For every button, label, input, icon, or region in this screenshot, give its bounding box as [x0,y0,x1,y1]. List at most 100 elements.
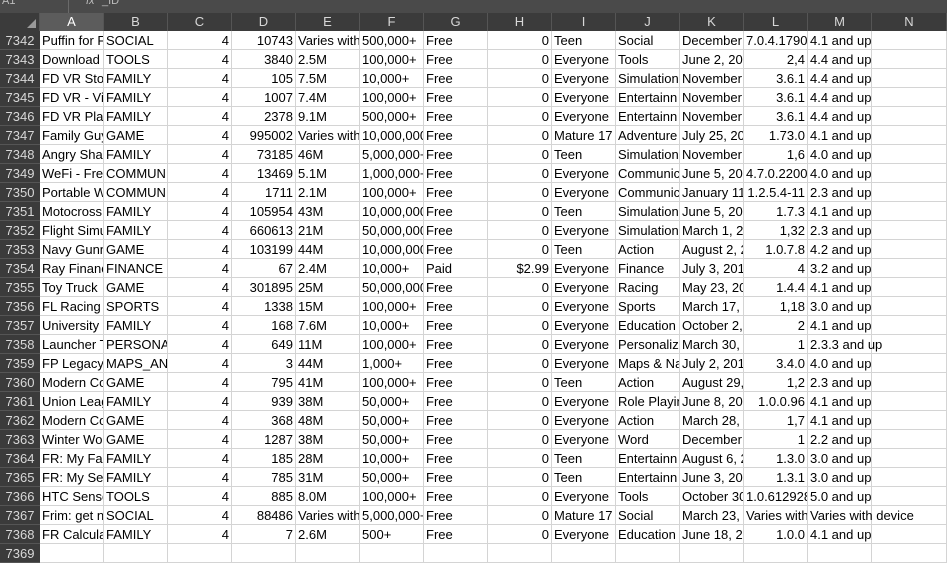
cell-n[interactable] [872,430,947,449]
cell-h[interactable]: 0 [488,278,552,297]
cell-i[interactable]: Everyone [552,69,616,88]
cell-f[interactable]: 50,000+ [360,468,424,487]
cell-l[interactable]: Varies with [744,506,808,525]
cell-a[interactable]: HTC Sense [40,487,104,506]
cell-m[interactable]: 4.0 and up [808,145,872,164]
cell-h[interactable]: 0 [488,145,552,164]
cell-e[interactable]: 43M [296,202,360,221]
cell-k[interactable]: June 5, 20 [680,202,744,221]
row-header[interactable]: 7357 [0,316,40,335]
cell-g[interactable]: Free [424,145,488,164]
cell-i[interactable]: Everyone [552,88,616,107]
cell-k[interactable]: June 2, 20 [680,50,744,69]
cell-h[interactable]: 0 [488,525,552,544]
cell-h[interactable]: 0 [488,430,552,449]
cell-c[interactable]: 4 [168,221,232,240]
cell-e[interactable]: 7.4M [296,88,360,107]
cell-b[interactable]: FAMILY [104,449,168,468]
cell-j[interactable]: Education [616,525,680,544]
cell-k[interactable]: November [680,88,744,107]
cell-c[interactable]: 4 [168,88,232,107]
row-header[interactable]: 7348 [0,145,40,164]
cell-f[interactable]: 100,000+ [360,373,424,392]
cell-m[interactable]: 4.1 and up [808,411,872,430]
cell-i[interactable]: Everyone [552,164,616,183]
cell-l[interactable]: 1,32 [744,221,808,240]
cell-k[interactable]: March 30, [680,335,744,354]
cell-n[interactable] [872,31,947,50]
cell-j[interactable]: Entertainn [616,88,680,107]
cell-c[interactable]: 4 [168,487,232,506]
cell-b[interactable]: PERSONAL [104,335,168,354]
cell-n[interactable] [872,506,947,525]
cell-j[interactable]: Maps & Na [616,354,680,373]
cell-d[interactable]: 105954 [232,202,296,221]
cell-g[interactable]: Free [424,354,488,373]
cell-h[interactable]: 0 [488,297,552,316]
cell-l[interactable]: 1.3.1 [744,468,808,487]
cell-c[interactable]: 4 [168,449,232,468]
cell-f[interactable]: 10,000+ [360,449,424,468]
cell-h[interactable]: 0 [488,88,552,107]
cell-n[interactable] [872,50,947,69]
cell-g[interactable]: Paid [424,259,488,278]
cell-a[interactable]: Toy Truck [40,278,104,297]
cell-d[interactable]: 660613 [232,221,296,240]
cell-n[interactable] [872,468,947,487]
cell-j[interactable]: Simulation [616,221,680,240]
cell-c[interactable]: 4 [168,164,232,183]
cell-a[interactable]: Winter Wo [40,430,104,449]
cell-n[interactable] [872,297,947,316]
cell-c[interactable]: 4 [168,506,232,525]
cell-n[interactable] [872,107,947,126]
cell-f[interactable]: 100,000+ [360,88,424,107]
cell-d[interactable]: 2378 [232,107,296,126]
cell-f[interactable]: 10,000,000 [360,202,424,221]
cell-f[interactable]: 50,000,000 [360,221,424,240]
cell-h[interactable]: 0 [488,487,552,506]
cell-b[interactable]: GAME [104,278,168,297]
cell-g[interactable]: Free [424,107,488,126]
cell-i[interactable]: Everyone [552,50,616,69]
cell-c[interactable]: 4 [168,411,232,430]
cell-i[interactable] [552,544,616,563]
column-header-k[interactable]: K [680,13,744,31]
row-header[interactable]: 7351 [0,202,40,221]
cell-c[interactable] [168,544,232,563]
cell-j[interactable]: Action [616,240,680,259]
cell-k[interactable]: December [680,31,744,50]
cell-a[interactable]: FR Calcula [40,525,104,544]
cell-f[interactable]: 5,000,000+ [360,506,424,525]
cell-j[interactable]: Entertainn [616,107,680,126]
cell-i[interactable]: Everyone [552,487,616,506]
cell-a[interactable] [40,544,104,563]
cell-e[interactable]: 7.6M [296,316,360,335]
cell-e[interactable]: 2.5M [296,50,360,69]
cell-m[interactable]: 3.0 and up [808,449,872,468]
cell-g[interactable]: Free [424,506,488,525]
cell-k[interactable]: March 1, 2 [680,221,744,240]
cell-m[interactable]: 4.4 and up [808,107,872,126]
cell-b[interactable]: FINANCE [104,259,168,278]
cell-e[interactable]: 9.1M [296,107,360,126]
row-header[interactable]: 7344 [0,69,40,88]
cell-d[interactable]: 168 [232,316,296,335]
cell-e[interactable]: Varies with [296,506,360,525]
cell-j[interactable]: Adventure [616,126,680,145]
cell-h[interactable] [488,544,552,563]
cell-d[interactable]: 649 [232,335,296,354]
cell-k[interactable]: August 29, [680,373,744,392]
cell-g[interactable]: Free [424,221,488,240]
cell-j[interactable]: Communic [616,183,680,202]
cell-f[interactable]: 100,000+ [360,183,424,202]
cell-i[interactable]: Everyone [552,392,616,411]
column-header-g[interactable]: G [424,13,488,31]
row-header[interactable]: 7356 [0,297,40,316]
cell-b[interactable]: TOOLS [104,487,168,506]
cell-b[interactable] [104,544,168,563]
cell-m[interactable]: 4.0 and up [808,164,872,183]
cell-g[interactable]: Free [424,392,488,411]
cell-n[interactable] [872,449,947,468]
cell-h[interactable]: 0 [488,50,552,69]
cell-m[interactable]: Varies with device [808,506,914,525]
